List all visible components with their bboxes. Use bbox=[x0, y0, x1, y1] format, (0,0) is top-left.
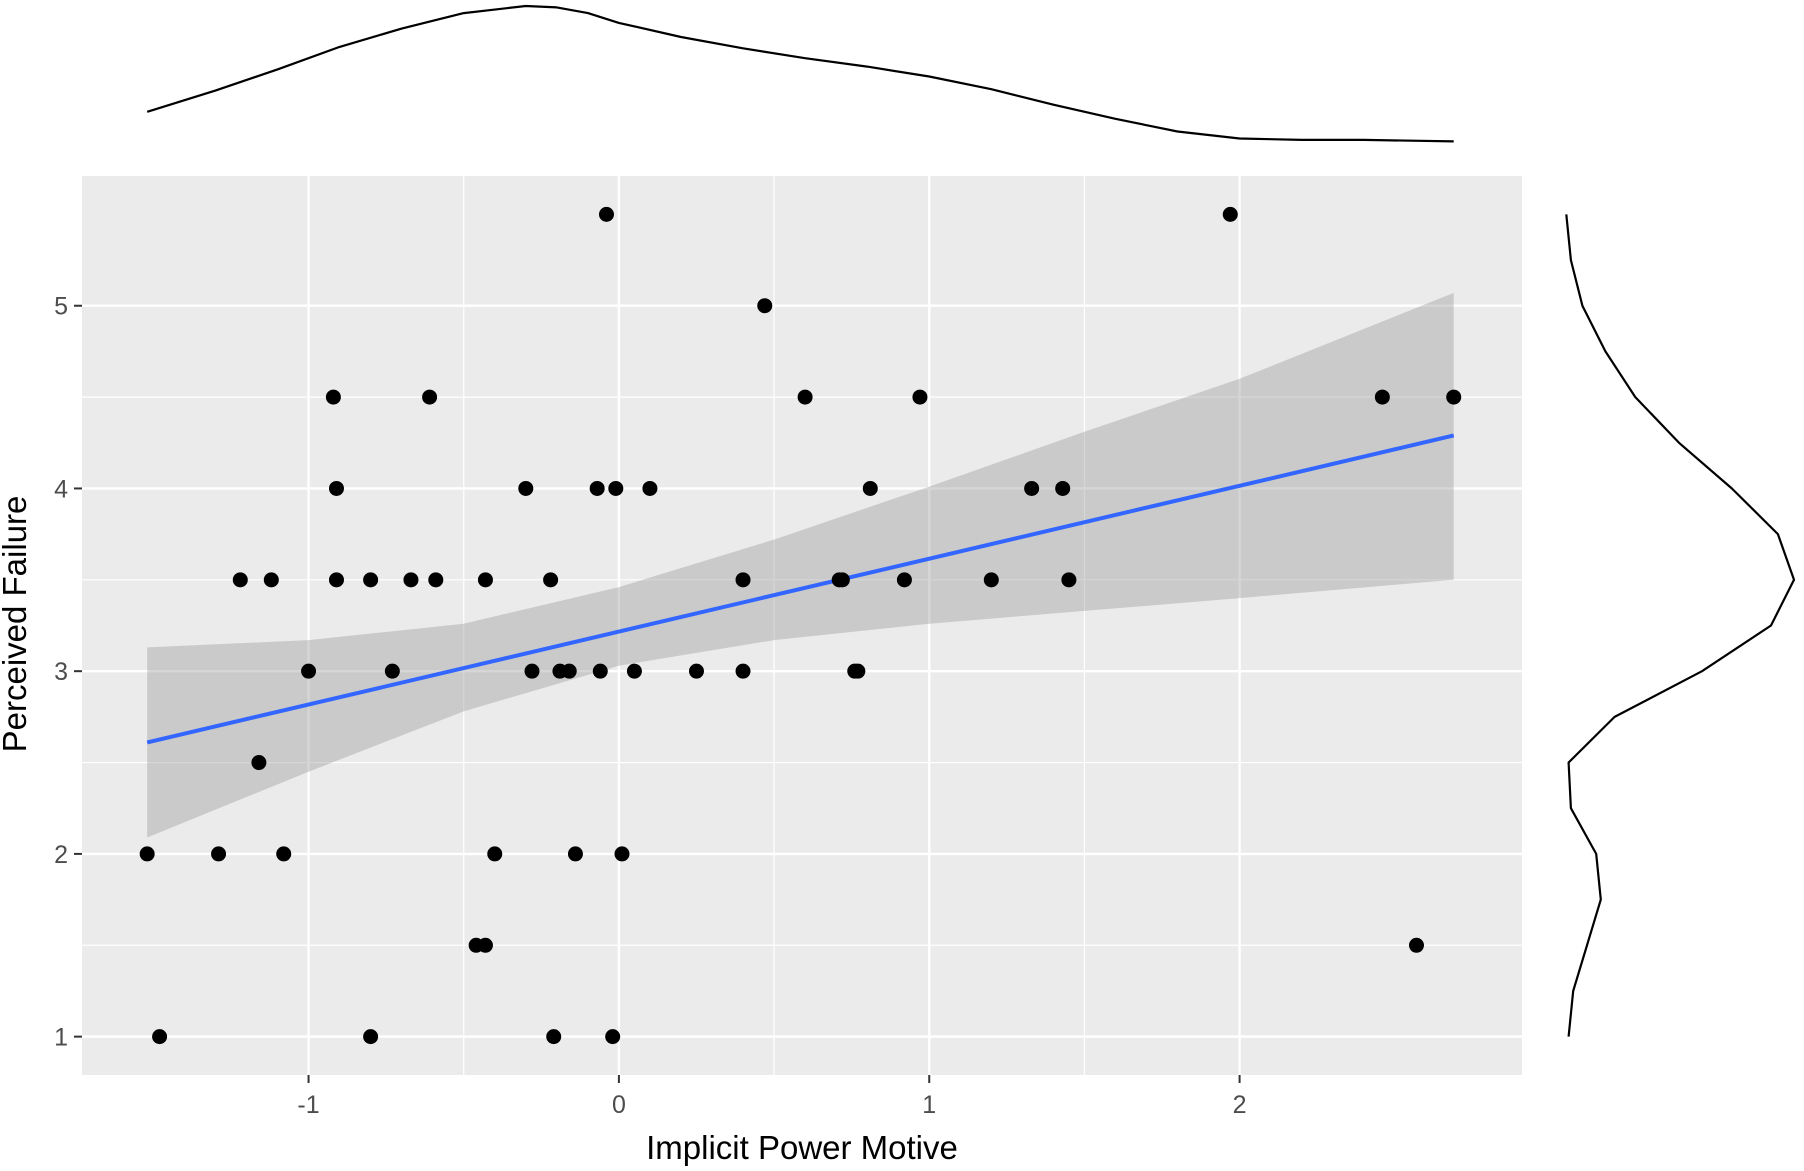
data-point bbox=[862, 480, 878, 496]
confidence-band bbox=[147, 292, 1454, 838]
data-point bbox=[477, 937, 493, 953]
data-point bbox=[912, 389, 928, 405]
major-gridlines bbox=[82, 176, 1522, 1075]
data-point bbox=[688, 663, 704, 679]
x-tick-label: -1 bbox=[297, 1091, 319, 1119]
x-axis-ticks: -1 0 1 2 bbox=[297, 1075, 1247, 1119]
data-point bbox=[232, 572, 248, 588]
data-point bbox=[1055, 480, 1071, 496]
data-point bbox=[834, 572, 850, 588]
data-point bbox=[276, 846, 292, 862]
plot-panel bbox=[82, 176, 1522, 1075]
data-point bbox=[487, 846, 503, 862]
data-point bbox=[1061, 572, 1077, 588]
data-point bbox=[1222, 206, 1238, 222]
data-point bbox=[614, 846, 630, 862]
y-tick-label: 1 bbox=[54, 1024, 68, 1052]
data-point bbox=[757, 298, 773, 314]
data-point bbox=[1446, 389, 1462, 405]
data-point bbox=[567, 846, 583, 862]
data-point bbox=[626, 663, 642, 679]
data-point bbox=[797, 389, 813, 405]
data-point bbox=[211, 846, 227, 862]
y-tick-label: 2 bbox=[54, 841, 68, 869]
data-point bbox=[518, 480, 534, 496]
data-point bbox=[1024, 480, 1040, 496]
y-tick-label: 4 bbox=[54, 475, 68, 503]
data-point bbox=[477, 572, 493, 588]
y-axis-ticks: 1 2 3 4 5 bbox=[54, 293, 82, 1052]
data-point bbox=[589, 480, 605, 496]
data-point bbox=[384, 663, 400, 679]
data-point bbox=[561, 663, 577, 679]
data-point bbox=[735, 663, 751, 679]
data-point bbox=[598, 206, 614, 222]
data-point bbox=[328, 480, 344, 496]
x-marginal-density-curve bbox=[146, 4, 1454, 143]
data-point bbox=[251, 755, 267, 771]
data-point bbox=[328, 572, 344, 588]
data-point bbox=[363, 1029, 379, 1045]
data-point bbox=[524, 663, 540, 679]
data-point bbox=[592, 663, 608, 679]
data-point bbox=[735, 572, 751, 588]
data-point bbox=[363, 572, 379, 588]
data-point bbox=[1408, 937, 1424, 953]
data-points bbox=[139, 206, 1462, 1045]
data-point bbox=[325, 389, 341, 405]
regression-fit-line bbox=[146, 433, 1455, 745]
y-marginal-density-curve bbox=[1565, 214, 1796, 1037]
data-point bbox=[403, 572, 419, 588]
y-tick-label: 3 bbox=[54, 658, 68, 686]
y-tick-label: 5 bbox=[54, 293, 68, 321]
data-point bbox=[642, 480, 658, 496]
data-point bbox=[422, 389, 438, 405]
data-point bbox=[139, 846, 155, 862]
data-point bbox=[152, 1029, 168, 1045]
x-axis-title: Implicit Power Motive bbox=[646, 1129, 958, 1166]
data-point bbox=[546, 1029, 562, 1045]
data-point bbox=[543, 572, 559, 588]
data-point bbox=[301, 663, 317, 679]
minor-gridlines bbox=[82, 176, 1522, 1075]
data-point bbox=[850, 663, 866, 679]
data-point bbox=[608, 480, 624, 496]
data-point bbox=[428, 572, 444, 588]
y-axis-title: Perceived Failure bbox=[0, 496, 33, 753]
data-point bbox=[1374, 389, 1390, 405]
x-tick-label: 2 bbox=[1233, 1091, 1247, 1119]
data-point bbox=[983, 572, 999, 588]
x-tick-label: 1 bbox=[922, 1091, 936, 1119]
data-point bbox=[263, 572, 279, 588]
data-point bbox=[896, 572, 912, 588]
data-point bbox=[605, 1029, 621, 1045]
x-tick-label: 0 bbox=[612, 1091, 626, 1119]
